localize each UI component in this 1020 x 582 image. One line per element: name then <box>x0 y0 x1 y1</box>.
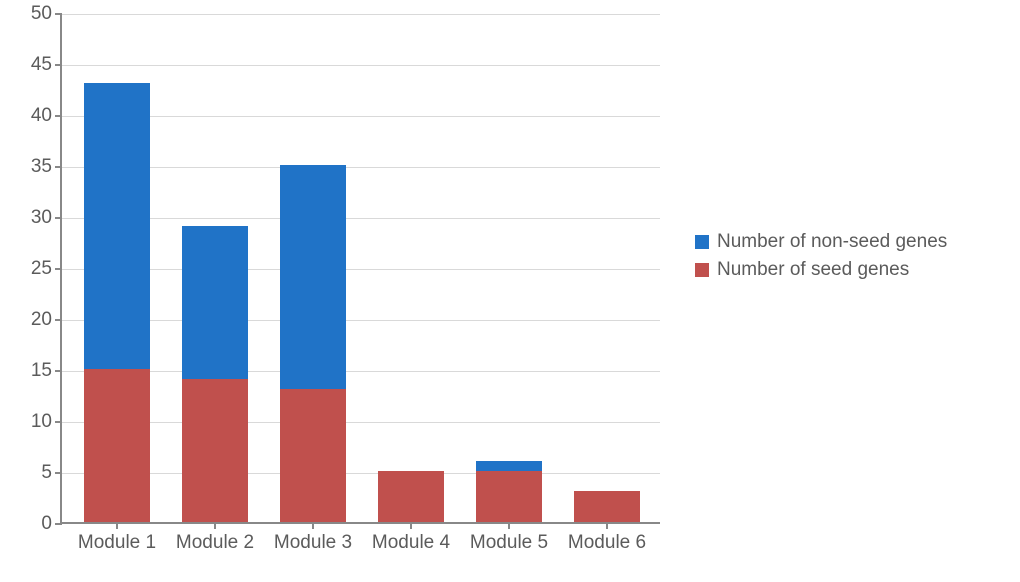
bar-segment-seed <box>574 491 640 522</box>
bar-segment-nonseed <box>182 226 248 379</box>
legend-item-seed: Number of seed genes <box>695 259 947 281</box>
plot-area: 05101520253035404550Module 1Module 2Modu… <box>60 14 660 524</box>
y-tick-label: 15 <box>31 360 62 382</box>
x-tick-label: Module 4 <box>372 522 450 554</box>
x-tick-label: Module 5 <box>470 522 548 554</box>
y-tick-label: 0 <box>41 513 62 535</box>
bar-stack <box>182 226 248 522</box>
bar-stack <box>378 471 444 522</box>
gridline <box>62 473 660 474</box>
x-tick-label: Module 3 <box>274 522 352 554</box>
legend-swatch <box>695 235 709 249</box>
bar-segment-seed <box>378 471 444 522</box>
x-tick-label: Module 6 <box>568 522 646 554</box>
gridline <box>62 269 660 270</box>
legend: Number of non-seed genes Number of seed g… <box>695 225 947 287</box>
legend-item-nonseed: Number of non-seed genes <box>695 231 947 253</box>
gridline <box>62 320 660 321</box>
y-tick-label: 35 <box>31 156 62 178</box>
bar-segment-seed <box>476 471 542 522</box>
gridline <box>62 218 660 219</box>
bar-segment-nonseed <box>280 165 346 389</box>
gridline <box>62 116 660 117</box>
bar-segment-seed <box>84 369 150 522</box>
y-tick-label: 30 <box>31 207 62 229</box>
gridline <box>62 14 660 15</box>
gridline <box>62 65 660 66</box>
y-tick-label: 20 <box>31 309 62 331</box>
bar-segment-seed <box>182 379 248 522</box>
x-tick-label: Module 2 <box>176 522 254 554</box>
y-tick-label: 40 <box>31 105 62 127</box>
bar-segment-nonseed <box>84 83 150 369</box>
bar-stack <box>574 491 640 522</box>
legend-swatch <box>695 263 709 277</box>
y-tick-label: 5 <box>41 462 62 484</box>
y-tick-label: 10 <box>31 411 62 433</box>
legend-label: Number of seed genes <box>717 259 909 281</box>
bar-stack <box>280 165 346 522</box>
chart-stage: 0 5 10 15 20 25 30 35 40 45 50 Module 1 Module 2 Modu… <box>0 0 1020 582</box>
bar-segment-seed <box>280 389 346 522</box>
gridline <box>62 371 660 372</box>
bar-stack <box>84 83 150 522</box>
y-tick-label: 45 <box>31 54 62 76</box>
gridline <box>62 167 660 168</box>
bar-stack <box>476 461 542 522</box>
x-tick-label: Module 1 <box>78 522 156 554</box>
bar-segment-nonseed <box>476 461 542 471</box>
gridline <box>62 422 660 423</box>
y-tick-label: 25 <box>31 258 62 280</box>
y-tick-label: 50 <box>31 3 62 25</box>
legend-label: Number of non-seed genes <box>717 231 947 253</box>
